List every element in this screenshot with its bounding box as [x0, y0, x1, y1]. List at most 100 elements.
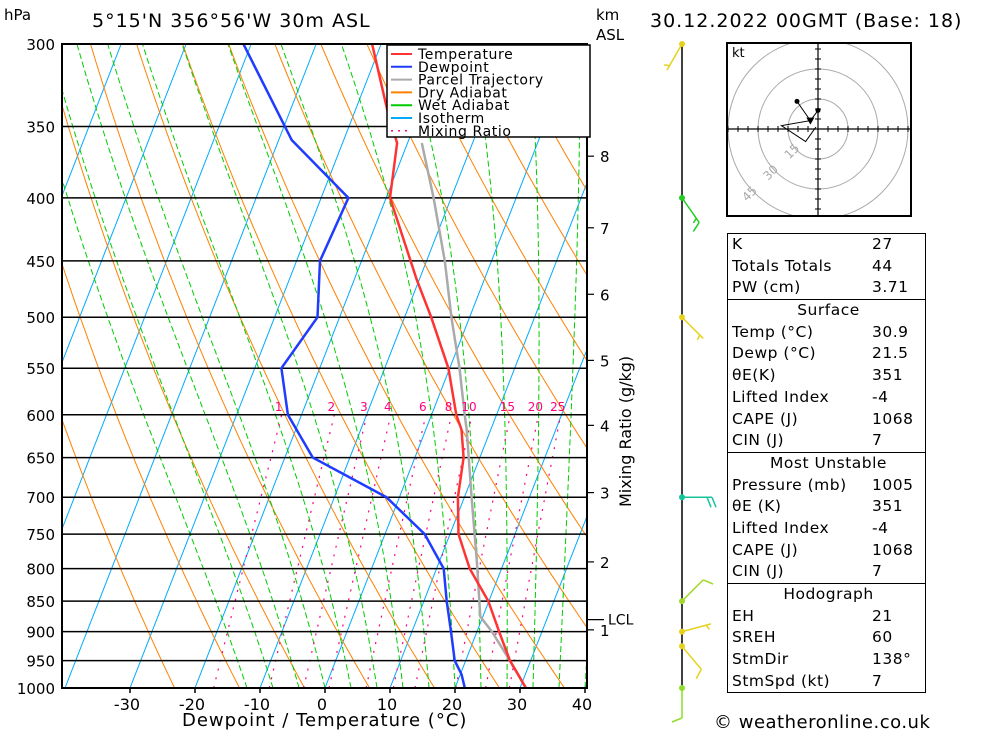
mixing-ratio-label: 6: [419, 400, 427, 414]
x-tick-label: 10: [377, 695, 397, 714]
isotherm-line: [454, 348, 587, 688]
index-label: Lifted Index: [732, 518, 830, 537]
x-tick-label: 40: [572, 695, 592, 714]
index-row: Dewp (°C) 21.5: [732, 343, 925, 365]
mixing-ratio-label: 3: [360, 400, 368, 414]
hodograph-point: [815, 107, 821, 113]
index-value: -4: [872, 387, 889, 406]
wind-barb-half: [664, 64, 670, 67]
index-row: StmSpd (kt) 7: [732, 671, 925, 693]
legend-label: Parcel Trajectory: [418, 73, 544, 89]
dry-adiabat-line: [90, 44, 370, 688]
index-label: Lifted Index: [732, 387, 830, 406]
index-value: 1068: [872, 540, 914, 559]
index-row: CAPE (J) 1068: [732, 409, 925, 431]
wind-barb-flag: [711, 496, 717, 508]
mixing-ratio-line: [392, 414, 453, 688]
wet-adiabat-line: [142, 44, 352, 688]
index-label: Pressure (mb): [732, 475, 847, 494]
index-value: 3.71: [872, 278, 909, 297]
wet-adiabat-line: [280, 44, 430, 688]
wet-adiabat-line: [227, 44, 404, 688]
mixing-ratio-label: 25: [550, 400, 565, 414]
parcel-trajectory-line: [420, 142, 527, 688]
x-tick-label: -10: [244, 695, 270, 714]
isotherm-line: [324, 44, 577, 688]
storm-motion-marker: [806, 117, 815, 125]
index-value: 351: [872, 497, 904, 516]
mixing-ratio-line: [455, 414, 511, 688]
surface-section: Surface Temp (°C) 30.9 Dewp (°C) 21.5 θE(K) 35…: [727, 299, 926, 452]
dry-adiabat-line: [366, 44, 587, 449]
wet-adiabat-line: [107, 44, 326, 688]
index-label: Totals Totals: [732, 256, 832, 275]
isotherm-line: [64, 44, 317, 688]
isotherm-line: [194, 44, 447, 688]
mixing-ratio-label: 10: [461, 400, 476, 414]
dry-adiabat-line: [458, 44, 587, 276]
km-tick-label: 1: [600, 622, 610, 640]
index-value: 351: [872, 366, 904, 385]
wind-barb-shaft: [681, 579, 704, 602]
dry-adiabat-line: [136, 44, 435, 688]
wet-adiabat-line: [470, 44, 508, 688]
mixing-ratio-line: [508, 414, 562, 688]
index-row: CIN (J) 7: [732, 561, 925, 583]
mixing-ratio-axis-label: Mixing Ratio (g/kg): [616, 356, 635, 507]
index-value: 21.5: [872, 344, 909, 363]
wet-adiabat-line: [181, 44, 378, 688]
wind-barb: [679, 314, 704, 341]
pressure-tick-label: 550: [26, 360, 55, 378]
copyright-footer: © weatheronline.co.uk: [714, 712, 930, 733]
km-tick-label: 3: [600, 485, 610, 503]
index-row: Totals Totals 44: [732, 256, 925, 278]
axis-labels: 3003504004505005506006507007508008509009…: [17, 36, 634, 714]
index-row: Temp (°C) 30.9: [732, 322, 925, 344]
mixing-ratio-line: [365, 414, 427, 688]
dewpoint-line: [242, 44, 467, 688]
index-row: CAPE (J) 1068: [732, 540, 925, 562]
isotherm-line: [519, 514, 587, 688]
wind-barb-half: [692, 217, 697, 224]
isotherm-line: [259, 44, 512, 688]
index-label: CIN (J): [732, 562, 785, 581]
km-tick-label: 5: [600, 352, 610, 370]
index-label: K: [732, 235, 743, 253]
wind-barb: [679, 643, 702, 680]
pressure-unit-label: hPa: [4, 6, 31, 24]
legend-label: Temperature: [417, 47, 513, 63]
isotherm-line: [62, 44, 187, 364]
pressure-tick-label: 850: [26, 593, 55, 611]
indices-table: K 27 Totals Totals 44 PW (cm) 3.71 Surface Temp…: [727, 233, 926, 694]
index-label: EH: [732, 606, 755, 625]
pressure-tick-label: 450: [26, 253, 55, 271]
wind-barb: [679, 494, 717, 508]
index-label: θE(K): [732, 366, 777, 385]
index-row: PW (cm) 3.71: [732, 277, 925, 299]
km-tick-label: 7: [600, 220, 610, 238]
section-title: Most Unstable: [770, 453, 887, 472]
legend-label: Mixing Ratio: [418, 124, 512, 140]
pressure-tick-label: 650: [26, 450, 55, 468]
wind-barb-flag: [671, 717, 683, 723]
pressure-tick-label: 1000: [17, 680, 55, 698]
mixing-ratio-label: 2: [328, 400, 336, 414]
temperature-line: [370, 44, 527, 688]
index-row: θE(K) 351: [732, 365, 925, 387]
x-tick-label: 0: [317, 695, 327, 714]
index-label: CIN (J): [732, 431, 785, 450]
index-label: CAPE (J): [732, 540, 799, 559]
index-label: SREH: [732, 628, 777, 647]
datetime-title: 30.12.2022 00GMT (Base: 18): [650, 10, 962, 32]
lcl-label: LCL: [608, 613, 634, 629]
wind-barb-half: [705, 624, 710, 630]
index-value: 7: [872, 562, 883, 581]
wet-adiabat-line: [406, 44, 482, 688]
wind-barb-shaft: [681, 645, 702, 670]
pressure-grid: [62, 43, 587, 689]
wind-barb-flag: [692, 222, 700, 232]
dry-adiabat-line: [182, 44, 500, 688]
index-value: 21: [872, 606, 893, 625]
